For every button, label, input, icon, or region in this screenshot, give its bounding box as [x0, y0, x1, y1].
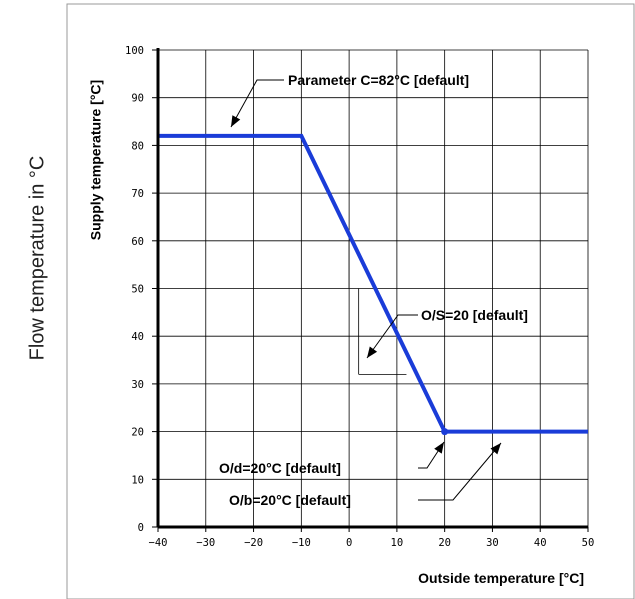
x-tick-label: −30: [196, 537, 215, 549]
x-tick-label: 30: [486, 537, 499, 549]
annotation-leader-line: [366, 314, 418, 359]
annotation-leader-line: [418, 442, 502, 501]
y-tick-label: 60: [131, 236, 144, 248]
y-tick-label: 100: [125, 45, 144, 57]
annotation-arrowhead: [367, 346, 378, 358]
axes: [152, 48, 589, 532]
annotation-leader-line: [230, 79, 284, 128]
tick-labels: −40 −30 −20 −10 0 10 20 30 40 50 0 10 20 30 40 50 60 70 80…: [125, 45, 594, 549]
annotation-arrowhead: [434, 442, 444, 454]
y-tick-label: 80: [131, 140, 144, 152]
annotation-arrowhead: [231, 115, 241, 127]
y-tick-label: 70: [131, 188, 144, 200]
x-tick-label: 10: [391, 537, 404, 549]
x-tick-label: −40: [149, 537, 168, 549]
annotation-leaders: [230, 79, 502, 501]
x-tick-label: 40: [534, 537, 547, 549]
x-axis-title: Outside temperature [°C]: [418, 570, 584, 586]
x-tick-label: −20: [244, 537, 263, 549]
annotation-od: O/d=20°C [default]: [219, 460, 341, 476]
annotation-os: O/S=20 [default]: [421, 307, 528, 323]
x-tick-label: 20: [438, 537, 451, 549]
y-tick-label: 20: [131, 427, 144, 439]
series-line: [158, 133, 588, 434]
series-layer: [158, 133, 588, 436]
y-axis-title: Supply temperature [°C]: [88, 80, 104, 240]
y-tick-label: 30: [131, 379, 144, 391]
figure-frame: [66, 3, 635, 599]
y-tick-label: 50: [131, 284, 144, 296]
annotation-arrowhead: [490, 443, 501, 455]
y-tick-label: 90: [131, 93, 144, 105]
y-tick-label: 40: [131, 331, 144, 343]
y-tick-label: 10: [131, 474, 144, 486]
x-tick-label: −10: [292, 537, 311, 549]
annotation-parameter-c: Parameter C=82°C [default]: [288, 72, 469, 88]
slope-guide: [348, 240, 407, 375]
grid: [157, 49, 589, 528]
x-tick-label: 0: [346, 537, 352, 549]
outer-axis-label: Flow temperature in °C: [26, 156, 48, 361]
x-tick-label: 50: [582, 537, 595, 549]
y-tick-label: 0: [138, 522, 144, 534]
series-point: [441, 428, 449, 436]
annotation-ob: O/b=20°C [default]: [229, 492, 351, 508]
